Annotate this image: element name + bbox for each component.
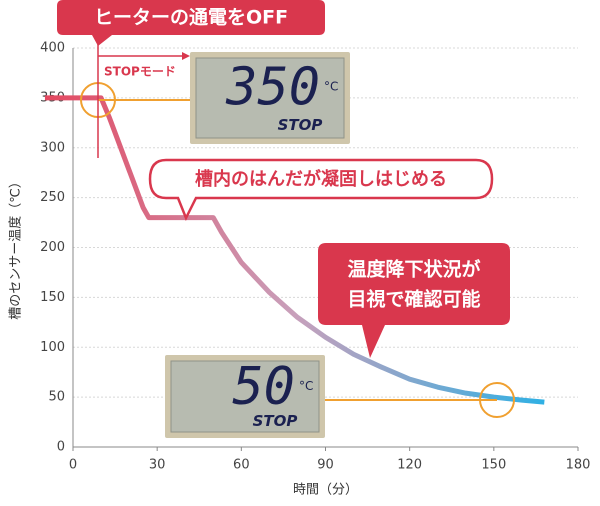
x-tick-label: 120 xyxy=(397,458,422,473)
y-tick-label: 150 xyxy=(40,290,65,305)
lcd-screen xyxy=(170,360,320,433)
lcd-screen xyxy=(195,57,345,139)
lcd-mode: STOP xyxy=(253,412,298,430)
highlight xyxy=(479,382,515,418)
stop-mode-label: STOPモード xyxy=(104,65,176,79)
y-tick-label: 300 xyxy=(40,140,65,155)
visible-label: 温度降下状況が xyxy=(347,258,480,281)
x-tick-label: 150 xyxy=(481,458,506,473)
lcd-unit: °C xyxy=(324,79,338,93)
y-axis-label: 槽のセンサー温度（℃） xyxy=(8,175,24,320)
x-tick-label: 180 xyxy=(566,458,591,473)
lcd-reading: 50 xyxy=(232,357,295,417)
y-tick-label: 0 xyxy=(57,440,65,455)
y-tick-label: 50 xyxy=(48,390,65,405)
y-tick-label: 200 xyxy=(40,240,65,255)
x-tick-label: 60 xyxy=(233,458,250,473)
lcd-mode: STOP xyxy=(278,116,323,134)
x-tick-label: 30 xyxy=(149,458,166,473)
arrow-head xyxy=(182,52,190,60)
solidify-label: 槽内のはんだが凝固しはじめる xyxy=(195,168,447,190)
callout-solidify xyxy=(148,158,494,222)
temperature-line xyxy=(44,95,545,405)
y-tick-label: 100 xyxy=(40,340,65,355)
callout-heater xyxy=(57,0,325,46)
lcd-reading: 350 xyxy=(225,58,320,118)
x-tick-label: 0 xyxy=(69,458,77,473)
callout-visible xyxy=(318,243,510,358)
y-tick-label: 400 xyxy=(40,41,65,56)
y-tick-label: 250 xyxy=(40,190,65,205)
visible-label: 目視で確認可能 xyxy=(347,288,480,311)
x-axis-label: 時間（分） xyxy=(293,483,358,498)
lcd-unit: °C xyxy=(299,379,313,393)
x-tick-label: 90 xyxy=(317,458,334,473)
heater-off-label: ヒーターの通電をOFF xyxy=(94,7,288,29)
